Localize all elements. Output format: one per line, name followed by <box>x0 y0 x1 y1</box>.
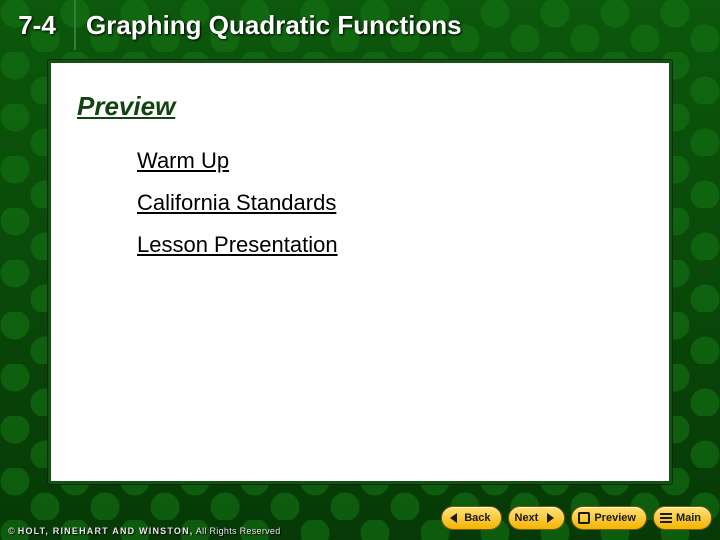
preview-button[interactable]: Preview <box>571 506 647 530</box>
preview-heading: Preview <box>77 91 643 122</box>
preview-btn-label: Preview <box>594 512 638 524</box>
lesson-header: 7-4 Graphing Quadratic Functions <box>0 0 720 50</box>
nav-buttons: Back Next Preview Main <box>441 506 712 530</box>
back-label: Back <box>464 512 492 524</box>
next-button[interactable]: Next <box>508 506 566 530</box>
lesson-title: Graphing Quadratic Functions <box>76 10 720 41</box>
preview-square-icon <box>578 512 590 524</box>
preview-link-list: Warm Up California Standards Lesson Pres… <box>137 148 643 258</box>
menu-bars-icon <box>660 513 672 523</box>
copyright-text: © HOLT, RINEHART AND WINSTON, All Rights… <box>8 526 281 536</box>
link-california-standards[interactable]: California Standards <box>137 190 643 216</box>
content-panel: Preview Warm Up California Standards Les… <box>48 60 672 484</box>
back-button[interactable]: Back <box>441 506 501 530</box>
link-lesson-presentation[interactable]: Lesson Presentation <box>137 232 643 258</box>
copyright-rights: All Rights Reserved <box>196 526 281 536</box>
link-warm-up[interactable]: Warm Up <box>137 148 643 174</box>
copyright-brand: HOLT, RINEHART AND WINSTON, <box>18 526 194 536</box>
arrow-left-icon <box>448 512 460 524</box>
next-label: Next <box>515 512 541 524</box>
main-btn-label: Main <box>676 512 703 524</box>
arrow-right-icon <box>544 512 556 524</box>
footer: © HOLT, RINEHART AND WINSTON, All Rights… <box>0 496 720 540</box>
slide: 7-4 Graphing Quadratic Functions Preview… <box>0 0 720 540</box>
copyright-symbol: © <box>8 526 15 536</box>
main-button[interactable]: Main <box>653 506 712 530</box>
lesson-number: 7-4 <box>0 0 76 50</box>
